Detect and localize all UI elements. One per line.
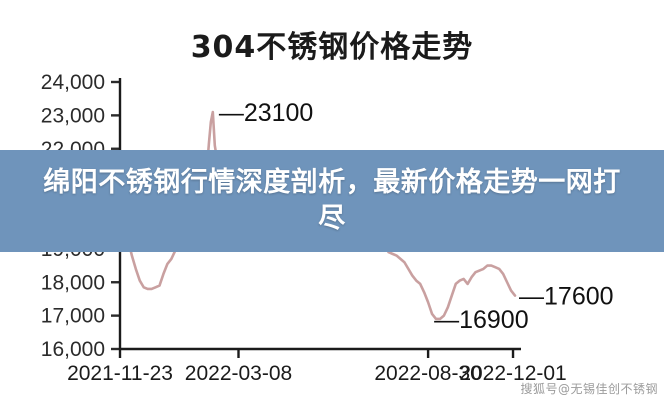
y-tick-label: 16,000 xyxy=(41,338,105,361)
article-title-banner: 绵阳不锈钢行情深度剖析，最新价格走势一网打尽 xyxy=(0,150,664,252)
y-tick-label: 23,000 xyxy=(41,104,105,127)
data-annotations: —23100 —16900—17600 xyxy=(219,99,614,334)
watermark-text: 搜狐号@无锡佳创不锈钢 xyxy=(520,382,658,396)
x-tick-label: 2022-12-01 xyxy=(459,362,566,385)
x-tick-label: 2022-08-30 xyxy=(374,362,481,385)
chart-title: 304不锈钢价格走势 xyxy=(190,30,474,65)
x-tick-label: 2022-03-08 xyxy=(185,362,292,385)
data-label: —17600 xyxy=(519,283,614,311)
y-tick-label: 18,000 xyxy=(41,271,105,294)
article-title-text: 绵阳不锈钢行情深度剖析，最新价格走势一网打尽 xyxy=(43,166,621,234)
y-tick-label: 24,000 xyxy=(41,71,105,94)
x-tick-label: 2021-11-23 xyxy=(67,362,173,385)
data-label: —16900 xyxy=(434,306,529,334)
data-label: —23100 xyxy=(219,99,314,127)
y-tick-label: 17,000 xyxy=(41,305,105,328)
